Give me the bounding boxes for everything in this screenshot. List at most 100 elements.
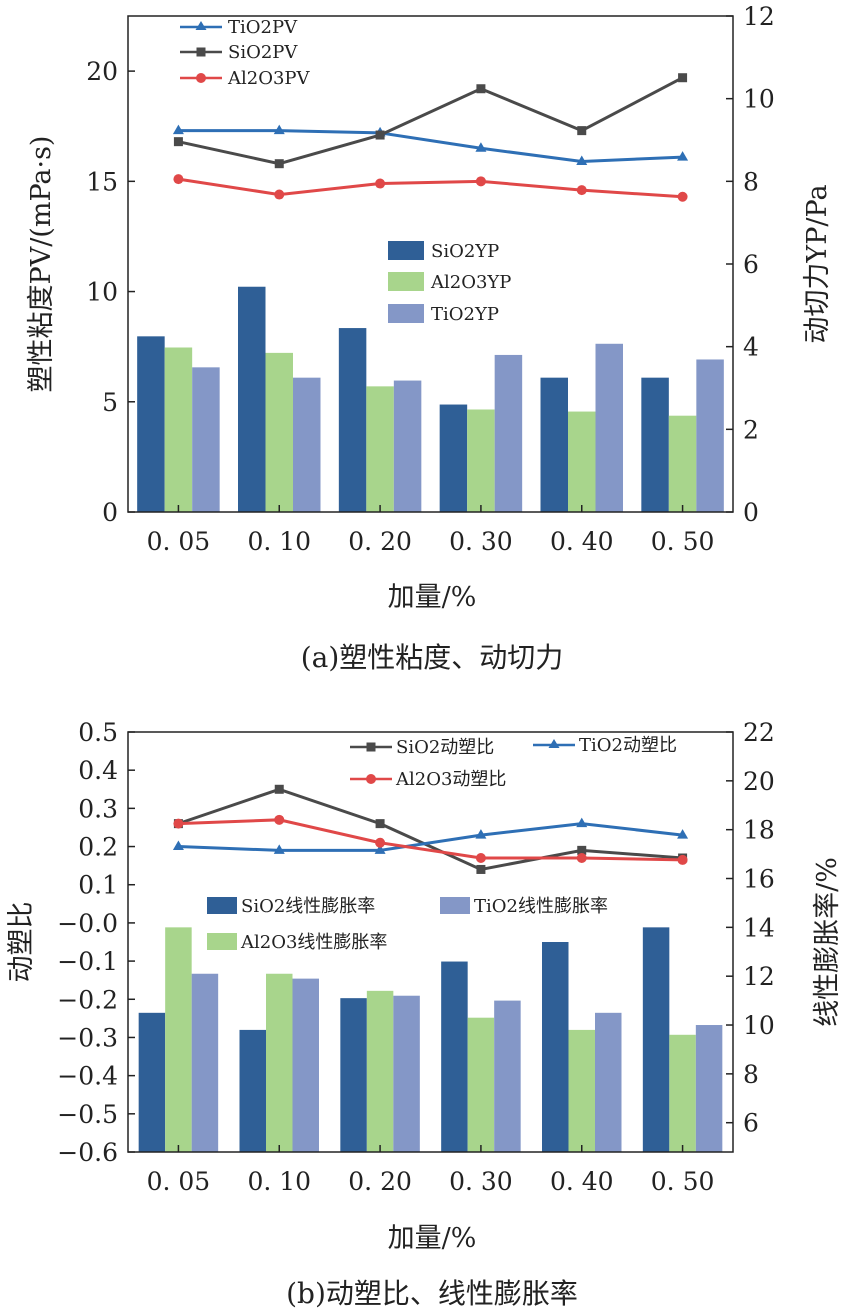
panel-b-y-axis-label: 动塑比 [6, 902, 37, 983]
b-bar-tio2--5 [695, 1025, 723, 1152]
a-left-tick-label: 20 [86, 57, 118, 86]
b-x-tick-label: 0. 20 [348, 1167, 412, 1196]
b-bar-tio2--4 [595, 1012, 622, 1152]
b-bar-tio2--2 [393, 995, 420, 1152]
b-right-tick-label: 6 [743, 1109, 759, 1138]
b-right-tick-label: 20 [743, 767, 775, 796]
legend-label-al2o3-yp: Al2O3YP [430, 272, 511, 293]
a-point-sio2pv-5 [678, 73, 688, 83]
b-point-tio2--4 [576, 817, 588, 828]
b-line-tio2- [178, 822, 683, 852]
b-bar-tio2--3 [494, 1000, 521, 1152]
b-left-tick-label: 0.3 [78, 794, 118, 823]
a-bar-al2o3yp-1 [265, 352, 293, 512]
panel-b-bars [138, 927, 723, 1152]
b-bar-al2o3--0 [165, 927, 192, 1152]
a-bar-al2o3yp-0 [164, 347, 193, 512]
a-point-al2o3pv-5 [677, 191, 688, 202]
panel-b-right-ticks: 6 8 10 12 14 16 18 20 22 [726, 718, 775, 1138]
legend-label-al2o3-ratio: Al2O3动塑比 [395, 769, 506, 790]
panel-b-plot-frame [127, 731, 734, 1153]
a-point-sio2pv-4 [577, 126, 587, 136]
panel-b-caption: (b)动塑比、线性膨胀率 [286, 1277, 578, 1310]
b-bar-tio2--1 [292, 978, 319, 1152]
b-left-tick-label: −0.3 [57, 1023, 118, 1052]
a-bar-sio2yp-1 [238, 286, 266, 512]
a-bar-tio2yp-0 [192, 367, 220, 512]
panel-a-right-ticks: 0 2 4 6 8 10 12 [726, 2, 775, 527]
b-right-tick-label: 8 [743, 1060, 759, 1089]
a-point-sio2pv-3 [476, 84, 486, 94]
b-left-tick-label: 0.5 [78, 718, 118, 747]
a-right-tick-label: 2 [743, 415, 759, 444]
panel-b-bar-legend: SiO2线性膨胀率 TiO2线性膨胀率 Al2O3线性膨胀率 [207, 896, 608, 953]
panel-a-y-axis-label: 塑性粘度PV/(mPa·s) [26, 136, 57, 393]
legend-item-al2o3-ratio: Al2O3动塑比 [350, 769, 506, 790]
legend-label-tio2-yp: TiO2YP [431, 304, 499, 325]
b-x-tick-label: 0. 30 [449, 1167, 513, 1196]
legend-item-sio2-ratio: SiO2动塑比 [350, 737, 494, 758]
panel-a-caption: (a)塑性粘度、动切力 [301, 641, 564, 674]
a-point-al2o3pv-0 [173, 174, 184, 185]
b-point-tio2--5 [677, 829, 689, 839]
a-point-tio2pv-4 [576, 155, 588, 165]
a-x-tick-label: 0. 20 [348, 527, 412, 556]
a-point-sio2pv-1 [274, 159, 284, 169]
legend-item-tio2-ratio: TiO2动塑比 [533, 735, 677, 756]
a-x-tick-label: 0. 50 [651, 527, 715, 556]
legend-label-tio2-expansion: TiO2线性膨胀率 [474, 896, 608, 917]
a-bar-al2o3yp-2 [366, 386, 394, 512]
b-left-tick-label: 0.1 [78, 871, 118, 900]
panel-a-left-ticks: 0 5 10 15 20 [86, 57, 135, 527]
b-point-al2o3--5 [677, 854, 688, 865]
legend-label-al2o3-pv: Al2O3PV [227, 68, 311, 89]
a-line-tio2pv [178, 129, 683, 163]
b-left-tick-label: −0.6 [57, 1138, 118, 1167]
legend-item-al2o3-pv: Al2O3PV [180, 68, 311, 89]
b-bar-al2o3--1 [266, 973, 293, 1152]
legend-item-tio2-pv: TiO2PV [180, 17, 298, 38]
a-point-tio2pv-3 [475, 142, 487, 152]
b-x-tick-label: 0. 05 [147, 1167, 211, 1196]
b-left-tick-label: 0.4 [78, 756, 118, 785]
b-left-tick-label: −0.4 [57, 1062, 118, 1091]
legend-label-al2o3-expansion: Al2O3线性膨胀率 [240, 932, 387, 953]
panel-a-y2-axis-label: 动切力YP/Pa [802, 184, 833, 343]
b-point-al2o3--3 [475, 853, 486, 863]
legend-label-sio2-pv: SiO2PV [228, 42, 298, 63]
legend-label-tio2-pv: TiO2PV [228, 17, 298, 38]
b-bar-sio2--3 [441, 961, 468, 1152]
b-left-tick-label: −0.1 [57, 947, 118, 976]
b-point-al2o3--2 [375, 837, 386, 848]
panel-a-line-legend: TiO2PV SiO2PV Al2O3PV [180, 17, 311, 89]
a-bar-al2o3yp-3 [467, 409, 495, 512]
b-x-tick-label: 0. 10 [247, 1167, 311, 1196]
b-right-tick-label: 16 [743, 865, 775, 894]
panel-b-y2-axis-label: 线性膨胀率/% [812, 857, 843, 1027]
a-point-tio2pv-0 [172, 124, 184, 135]
panel-b-lines [172, 784, 689, 874]
a-point-al2o3pv-1 [274, 189, 285, 200]
a-x-tick-label: 0. 05 [147, 527, 211, 556]
a-point-al2o3pv-4 [576, 185, 587, 196]
legend-label-sio2-yp: SiO2YP [431, 241, 499, 262]
b-point-sio2--1 [274, 784, 284, 794]
b-bar-sio2--5 [642, 927, 670, 1152]
a-right-tick-label: 4 [743, 333, 759, 362]
a-bar-tio2yp-5 [696, 359, 724, 512]
b-point-sio2--2 [375, 819, 385, 829]
a-bar-sio2yp-2 [338, 328, 367, 512]
a-right-tick-label: 6 [743, 250, 759, 279]
a-bar-sio2yp-4 [540, 377, 568, 512]
a-bar-tio2yp-1 [293, 377, 321, 512]
b-x-tick-label: 0. 50 [651, 1167, 715, 1196]
panel-a-x-ticks: 0. 05 0. 10 0. 20 0. 30 0. 40 0. 50 [147, 505, 715, 556]
panel-b-x-ticks: 0. 05 0. 10 0. 20 0. 30 0. 40 0. 50 [147, 1145, 715, 1196]
a-point-sio2pv-2 [375, 130, 385, 140]
a-bar-al2o3yp-4 [568, 411, 596, 512]
b-point-tio2--0 [172, 840, 184, 851]
a-left-tick-label: 10 [86, 278, 118, 307]
b-x-tick-label: 0. 40 [550, 1167, 614, 1196]
b-bar-sio2--4 [542, 942, 569, 1152]
